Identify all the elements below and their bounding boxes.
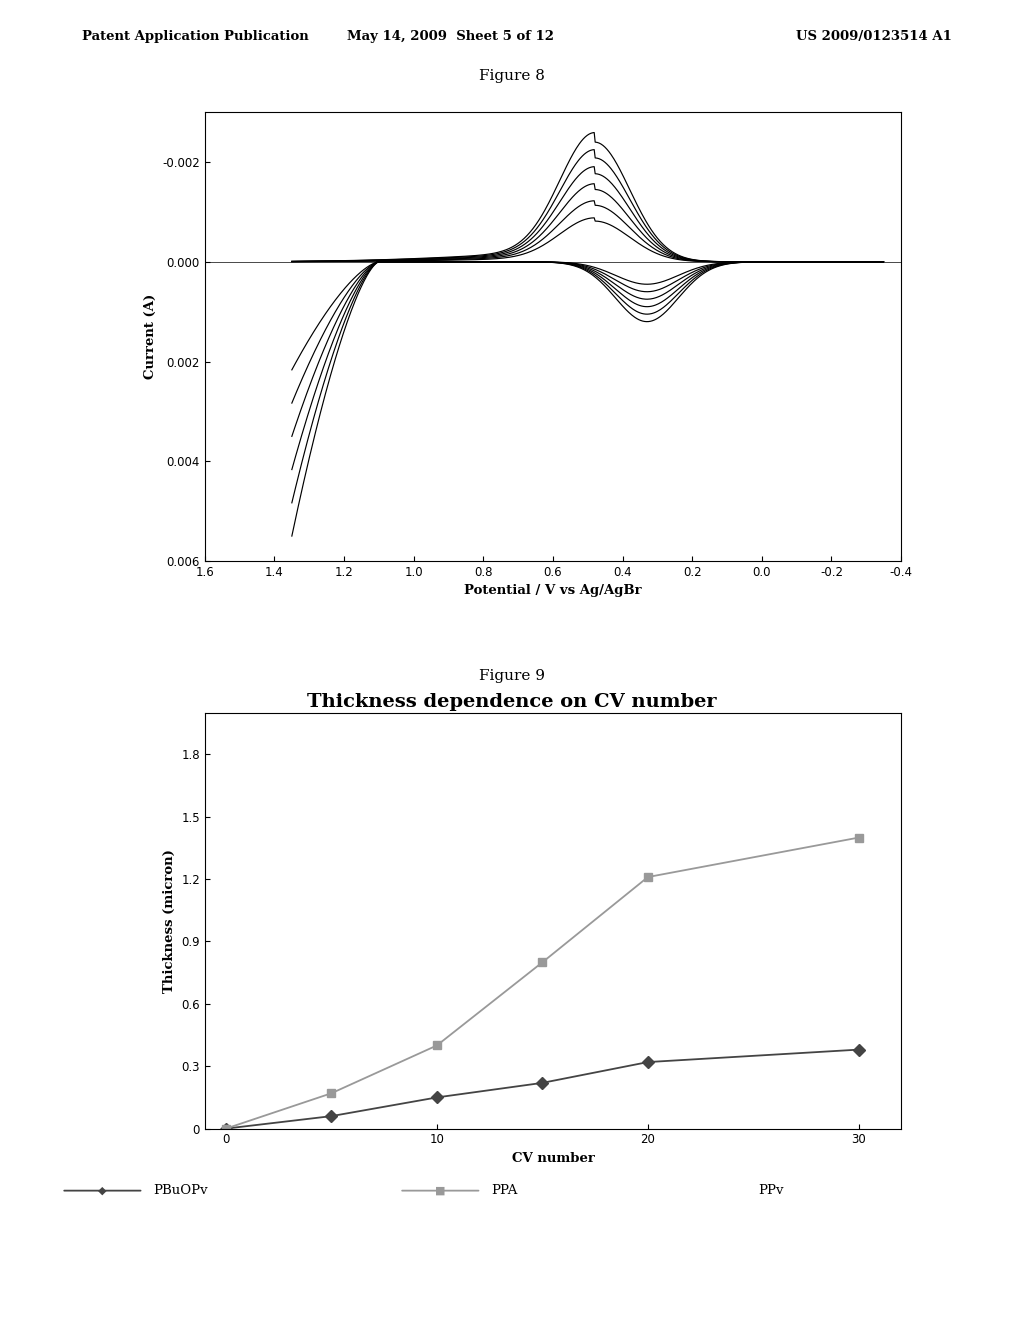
PBuOPv [642,1055,654,1071]
PBuOPv [220,1121,232,1137]
Text: US 2009/0123514 A1: US 2009/0123514 A1 [797,30,952,44]
PPA [537,954,549,970]
Text: PPA: PPA [492,1184,518,1197]
X-axis label: Potential / V vs Ag/AgBr: Potential / V vs Ag/AgBr [464,585,642,598]
Text: PBuOPv: PBuOPv [154,1184,208,1197]
PPA [220,1121,232,1137]
X-axis label: CV number: CV number [512,1152,594,1166]
PPA [326,1085,338,1101]
Text: PPv: PPv [758,1184,783,1197]
Text: May 14, 2009  Sheet 5 of 12: May 14, 2009 Sheet 5 of 12 [347,30,554,44]
Text: ■: ■ [435,1185,445,1196]
PBuOPv [537,1074,549,1090]
PPA [431,1038,443,1053]
PBuOPv [431,1089,443,1105]
Text: Patent Application Publication: Patent Application Publication [82,30,308,44]
Text: Figure 8: Figure 8 [479,69,545,83]
Y-axis label: Current (A): Current (A) [143,294,157,379]
Y-axis label: Thickness (micron): Thickness (micron) [163,849,176,993]
Line: PPA: PPA [222,833,863,1133]
PBuOPv [326,1109,338,1125]
Text: Thickness dependence on CV number: Thickness dependence on CV number [307,693,717,711]
Line: PBuOPv: PBuOPv [222,1045,863,1133]
PBuOPv [853,1041,865,1057]
PPA [642,869,654,884]
Text: ◆: ◆ [98,1185,106,1196]
PPA [853,830,865,846]
Text: Figure 9: Figure 9 [479,669,545,684]
